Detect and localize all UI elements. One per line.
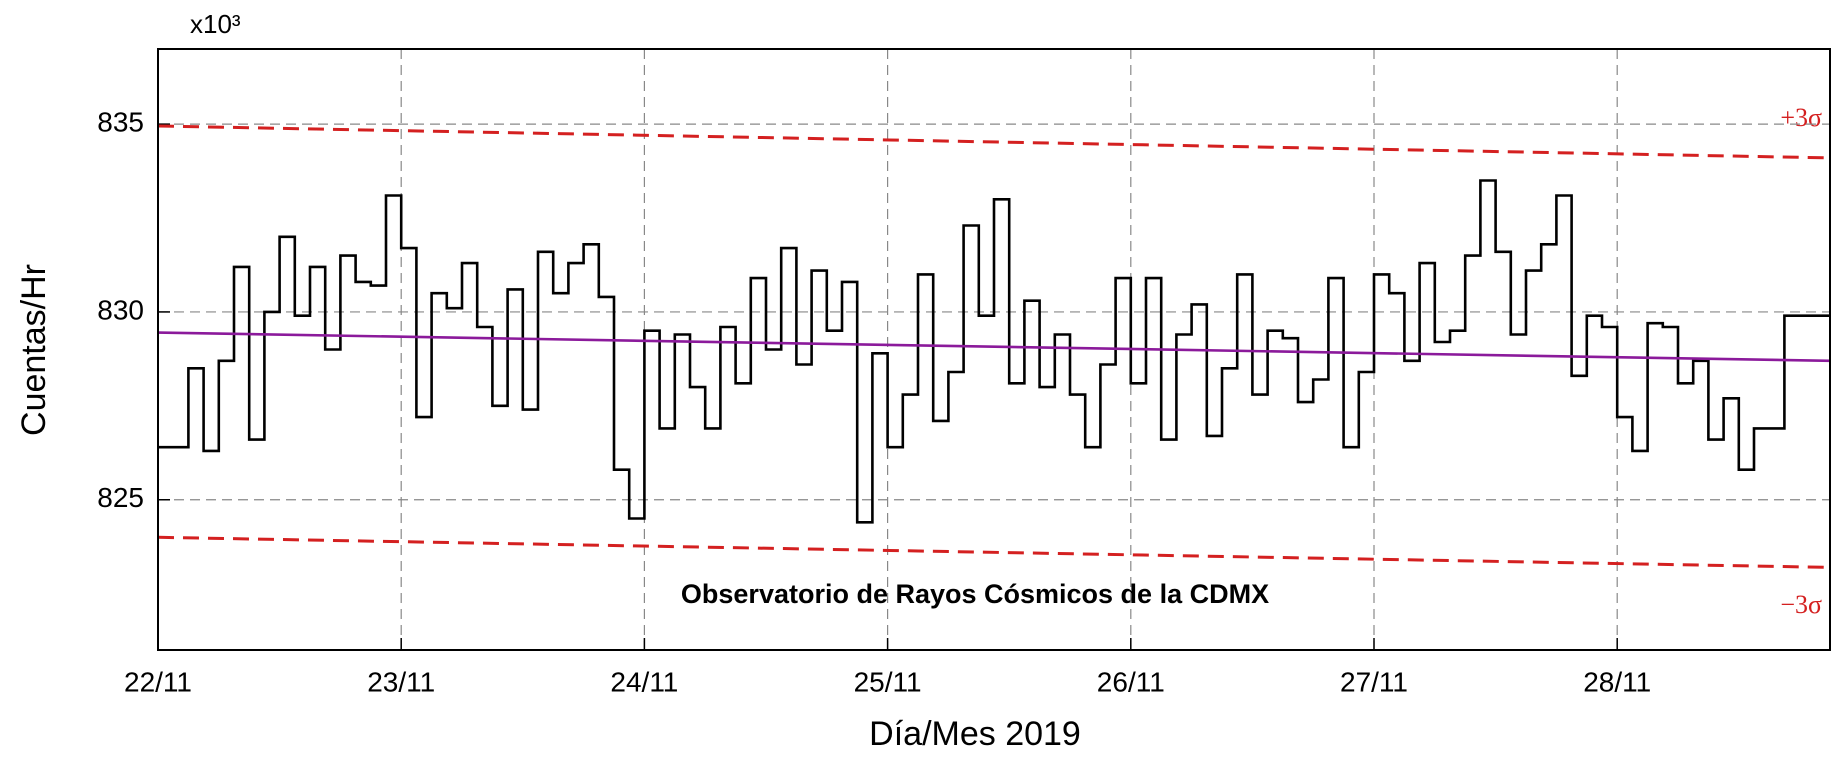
y-tick-label: 830 (97, 294, 144, 325)
annotation: +3σ (1780, 103, 1822, 132)
x-axis-label: Día/Mes 2019 (869, 715, 1081, 753)
plot-frame (157, 48, 1831, 651)
sigma-line (157, 124, 1831, 160)
y-tick-label: 835 (97, 107, 144, 138)
annotation: −3σ (1780, 590, 1822, 619)
x-tick-label: 26/11 (1097, 666, 1165, 697)
x-tick-label: 23/11 (367, 666, 435, 697)
x-tick-label: 22/11 (124, 666, 192, 697)
x-tick-label: 28/11 (1583, 666, 1651, 697)
chart-title: Observatorio de Rayos Cósmicos de la CDM… (681, 579, 1269, 609)
x-tick-label: 24/11 (610, 666, 678, 697)
y-axis-label: Cuentas/Hr (15, 264, 53, 436)
sigma-line (157, 535, 1831, 569)
y-tick-label: 825 (97, 482, 144, 513)
trend-line (157, 331, 1831, 363)
x-tick-label: 25/11 (854, 666, 922, 697)
x-tick-label: 27/11 (1340, 666, 1408, 697)
step-line (158, 179, 1830, 524)
y-multiplier: x10³ (190, 9, 241, 39)
